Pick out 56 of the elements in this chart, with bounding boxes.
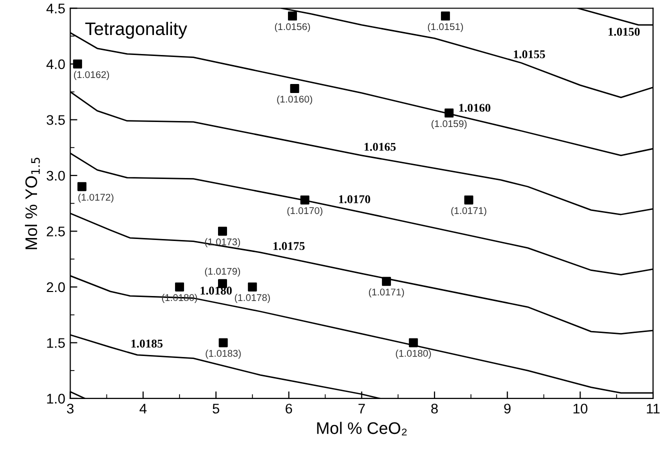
point bbox=[248, 282, 257, 292]
y-tick-label: 4.0 bbox=[46, 59, 65, 70]
y-tick-label: 4.5 bbox=[46, 4, 65, 14]
annotation: (1.0162) bbox=[74, 70, 110, 80]
text: Tetragonality bbox=[85, 22, 188, 39]
annotation: 1.0160 bbox=[459, 104, 490, 112]
annotation: (1.0160) bbox=[277, 95, 312, 105]
x-tick-label: 8 bbox=[431, 404, 438, 414]
annotation: 1.0180 bbox=[200, 286, 232, 295]
annotation: (1.0170) bbox=[287, 206, 322, 216]
y-tick-label: 3.5 bbox=[46, 115, 65, 125]
x-tick-label: 7 bbox=[358, 404, 365, 414]
x-tick-label: 9 bbox=[504, 404, 511, 414]
point bbox=[440, 12, 450, 21]
x-tick-label: 11 bbox=[646, 404, 660, 414]
annotation: 1.0175 bbox=[274, 242, 305, 250]
annotation: 1.0150 bbox=[608, 28, 640, 36]
point bbox=[175, 282, 184, 292]
x-tick-label: 10 bbox=[574, 404, 588, 414]
point bbox=[73, 59, 82, 68]
annotation: (1.0171) bbox=[451, 206, 486, 216]
x-tick-label: 3 bbox=[66, 404, 74, 414]
y-tick-label: 2.5 bbox=[46, 226, 65, 236]
y-tick-label: 1.5 bbox=[47, 338, 65, 348]
point bbox=[300, 196, 310, 205]
point bbox=[218, 338, 228, 348]
y-tick-label: 3.0 bbox=[46, 170, 65, 181]
annotation: (1.0183) bbox=[206, 350, 241, 359]
y-tick-label: 1.0 bbox=[47, 394, 65, 404]
point bbox=[408, 338, 418, 348]
annotation: 1.0170 bbox=[339, 195, 370, 204]
point bbox=[77, 182, 86, 192]
annotation: (1.0159) bbox=[432, 120, 467, 130]
y-tick-label: 2.0 bbox=[46, 282, 65, 292]
point bbox=[290, 84, 300, 94]
annotation: 1.0165 bbox=[364, 142, 396, 151]
x-tick-label: 4 bbox=[140, 404, 147, 414]
annotation: (1.0151) bbox=[428, 22, 463, 32]
point bbox=[218, 226, 228, 236]
x-tick-label: 5 bbox=[212, 404, 220, 414]
annotation: 1.0155 bbox=[514, 50, 546, 58]
x-axis-title: Mol % CeO₂ bbox=[317, 422, 407, 436]
annotation: (1.0173) bbox=[205, 238, 240, 248]
annotation: 1.0185 bbox=[131, 340, 163, 348]
y-axis-title: Mol % YO$_{1.5}$ bbox=[24, 158, 40, 250]
annotation: (1.0178) bbox=[234, 294, 270, 303]
point bbox=[464, 196, 474, 205]
point bbox=[382, 276, 391, 286]
annotation: (1.0179) bbox=[205, 268, 240, 277]
annotation: (1.0180) bbox=[396, 350, 431, 359]
x-tick-label: 6 bbox=[286, 404, 292, 414]
annotation: (1.0172) bbox=[78, 194, 114, 203]
point bbox=[288, 12, 297, 21]
point bbox=[444, 108, 454, 118]
annotation: (1.0156) bbox=[274, 22, 310, 32]
annotation: (1.0171) bbox=[368, 288, 404, 298]
